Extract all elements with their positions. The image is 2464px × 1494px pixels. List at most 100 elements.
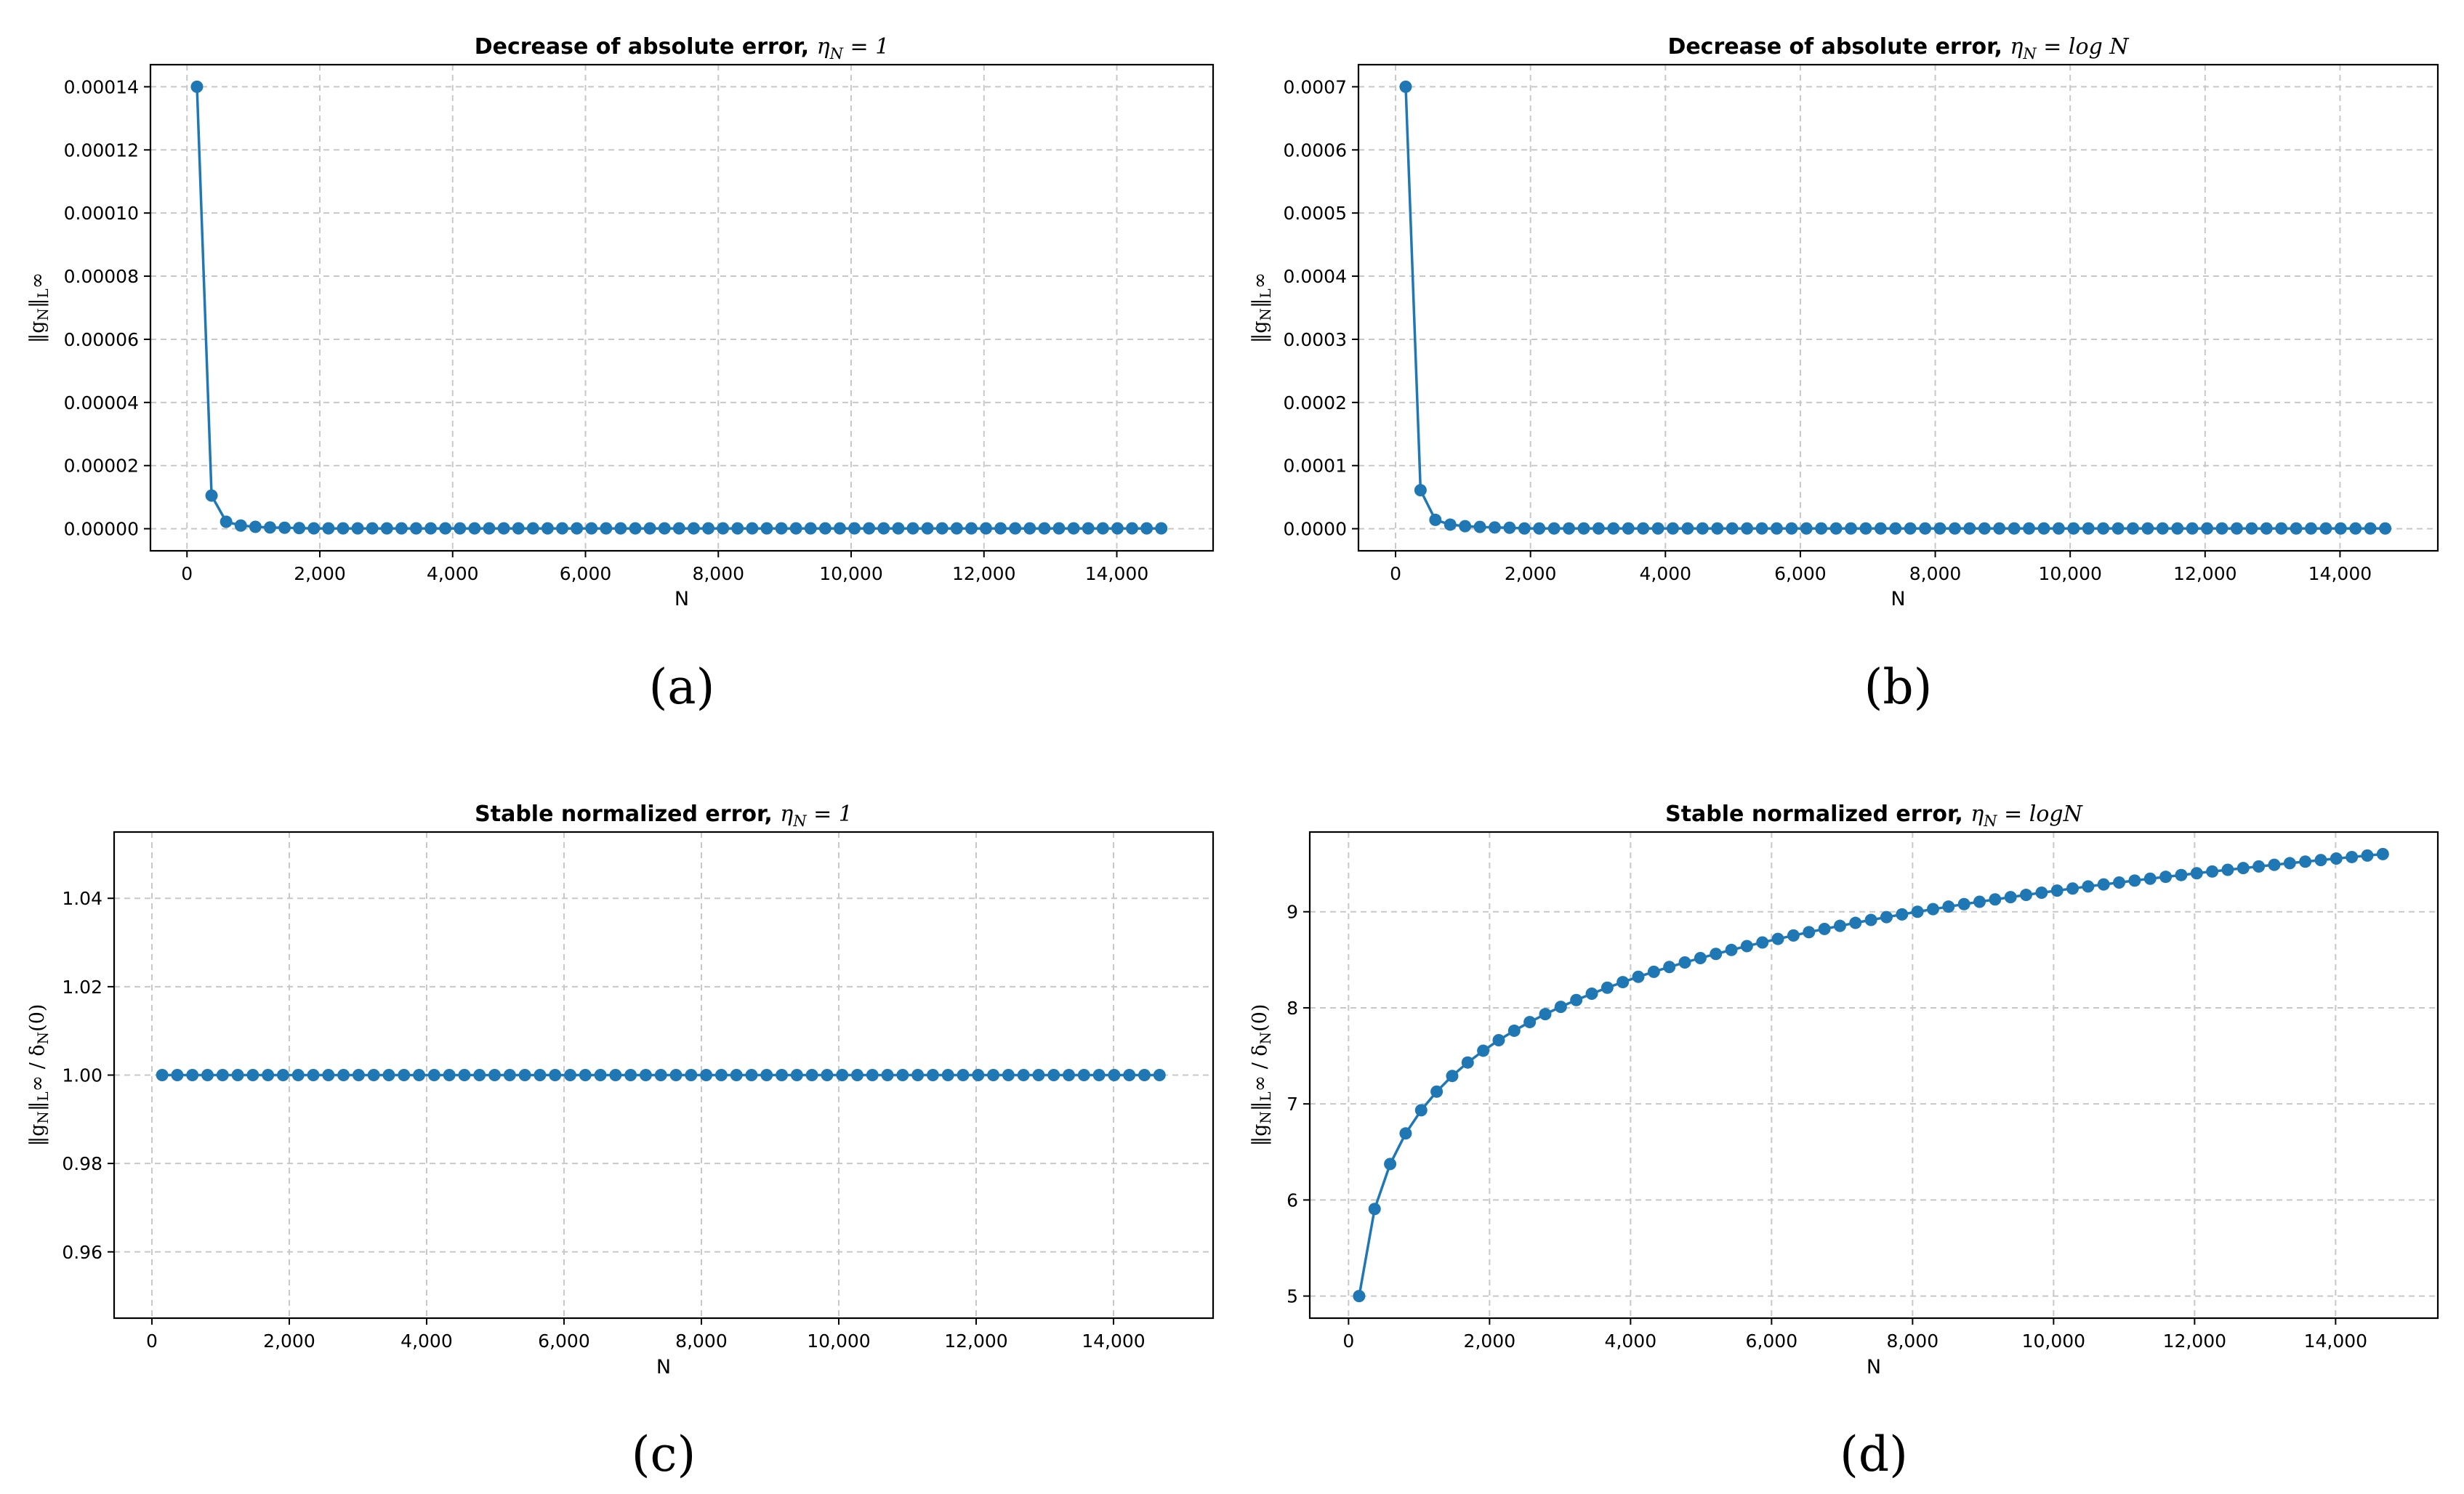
data-point	[1563, 522, 1576, 535]
x-axis-label: N	[1891, 588, 1905, 610]
x-tick-label: 2,000	[1505, 563, 1557, 584]
data-point	[760, 1069, 773, 1081]
y-tick-label: 0.0004	[1284, 266, 1347, 287]
data-point	[2236, 862, 2250, 875]
data-point	[2035, 887, 2048, 900]
data-point	[1009, 522, 1022, 535]
x-tick-label: 14,000	[1082, 1331, 1145, 1352]
data-point	[1933, 522, 1946, 535]
data-point	[2346, 850, 2359, 863]
data-point	[2334, 522, 2347, 535]
y-tick-label: 6	[1287, 1190, 1298, 1211]
title-eta: η	[780, 801, 793, 827]
x-tick-label: 14,000	[1085, 563, 1148, 584]
data-point	[1874, 522, 1887, 535]
data-point	[579, 1069, 592, 1081]
plot-frame	[149, 63, 1215, 552]
y-label-subscript: N	[34, 1111, 52, 1124]
data-point	[2379, 522, 2392, 535]
x-tick-label: 12,000	[2173, 563, 2236, 584]
data-point	[1785, 522, 1798, 535]
data-point	[424, 522, 438, 535]
data-point	[2376, 847, 2389, 860]
x-tick-label: 10,000	[2038, 563, 2101, 584]
data-point	[594, 1069, 607, 1081]
data-point	[1047, 1069, 1060, 1081]
data-point	[458, 1069, 471, 1081]
y-label-subscript: N	[1257, 1111, 1274, 1124]
y-tick-label: 1.04	[62, 888, 102, 909]
data-point	[714, 1069, 728, 1081]
y-label-part: (0)	[26, 1004, 49, 1032]
x-tick-label: 10,000	[2022, 1331, 2085, 1352]
data-point	[1592, 522, 1605, 535]
data-point	[1963, 522, 1976, 535]
data-point	[1942, 900, 1955, 913]
data-point	[263, 521, 276, 534]
data-point	[1539, 1008, 1552, 1021]
data-point	[1651, 522, 1664, 535]
y-tick-label: 0.0005	[1284, 203, 1347, 224]
data-point	[921, 522, 934, 535]
data-point	[156, 1069, 169, 1081]
panel-caption: (a)	[649, 659, 715, 715]
chart-title-text: Decrease of absolute error,	[475, 34, 817, 60]
data-point	[190, 80, 204, 93]
data-point	[1038, 522, 1051, 535]
x-tick-label: 2,000	[263, 1331, 315, 1352]
data-point	[776, 1069, 789, 1081]
data-point	[231, 1069, 244, 1081]
y-label-part: ∞	[1249, 272, 1271, 289]
data-point	[534, 1069, 547, 1081]
data-point	[2128, 874, 2141, 887]
data-point	[1533, 522, 1546, 535]
data-point	[1681, 522, 1694, 535]
data-point	[1488, 521, 1501, 534]
y-tick-label: 0.00014	[64, 76, 139, 97]
y-tick-label: 0.0002	[1284, 392, 1347, 413]
data-point	[1461, 1056, 1474, 1069]
chart-panel-d: 0 2,000 4,000 6,000 8,000 10,000 12,000 14,000 5…	[1249, 801, 2439, 1482]
data-point	[1384, 1158, 1397, 1171]
data-point	[380, 522, 393, 535]
data-point	[1904, 522, 1917, 535]
y-tick-label: 0.0000	[1284, 519, 1347, 540]
data-point	[1126, 522, 1139, 535]
data-point	[2171, 522, 2184, 535]
data-point	[2066, 882, 2079, 895]
data-point	[246, 1069, 259, 1081]
data-point	[1637, 522, 1650, 535]
data-point	[1617, 976, 1630, 989]
data-point	[488, 1069, 502, 1081]
data-point	[1507, 1024, 1521, 1037]
x-tick-label: 0	[181, 563, 193, 584]
data-point	[276, 1069, 289, 1081]
x-tick-label: 10,000	[807, 1331, 870, 1352]
y-label-subscript: L	[34, 288, 52, 298]
data-point	[2050, 884, 2064, 897]
y-axis-label: ‖gN‖L∞ / δN(0)	[26, 1004, 52, 1147]
x-tick-label: 12,000	[952, 563, 1015, 584]
data-point	[427, 1069, 440, 1081]
y-label-part: ∞ / δ	[26, 1044, 49, 1091]
data-point	[2305, 522, 2318, 535]
y-label-subscript: L	[1257, 1091, 1274, 1101]
data-point	[1696, 522, 1709, 535]
plot-frame	[1308, 831, 2439, 1320]
y-tick-label: 5	[1287, 1286, 1298, 1307]
panel-caption: (d)	[1840, 1426, 1908, 1482]
data-point	[352, 1069, 365, 1081]
data-point	[1353, 1290, 1366, 1303]
data-point	[2004, 891, 2017, 904]
data-point	[1023, 522, 1036, 535]
data-point	[249, 520, 262, 533]
chart-title: Decrease of absolute error, ηN = 1	[475, 34, 890, 62]
data-point	[2156, 522, 2169, 535]
y-label-part: ‖	[26, 298, 49, 308]
y-label-subscript: N	[34, 1032, 52, 1045]
y-tick-label: 1.02	[62, 977, 102, 998]
data-point	[2082, 880, 2095, 893]
data-point	[234, 519, 247, 532]
data-point	[1063, 1069, 1076, 1081]
data-point	[1153, 1069, 1166, 1081]
